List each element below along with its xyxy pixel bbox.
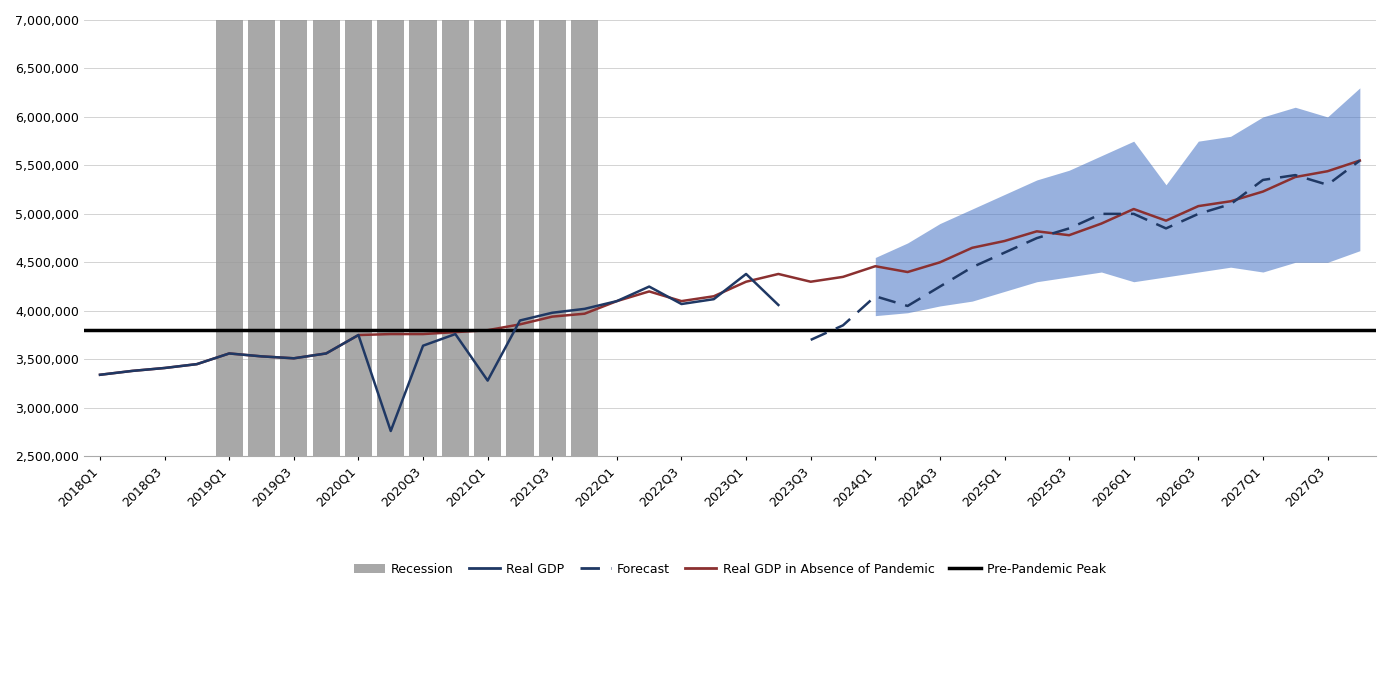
Bar [442,20,469,456]
Bar [377,20,405,456]
Bar [570,20,598,456]
Bar [280,20,307,456]
Bar [506,20,534,456]
Bar [474,20,501,456]
Bar [345,20,371,456]
Bar [313,20,339,456]
Bar [216,20,243,456]
Legend: Recession, Real GDP, Forecast, Real GDP in Absence of Pandemic, Pre-Pandemic Pea: Recession, Real GDP, Forecast, Real GDP … [349,558,1111,581]
Bar [409,20,437,456]
Bar [538,20,566,456]
Bar [248,20,275,456]
